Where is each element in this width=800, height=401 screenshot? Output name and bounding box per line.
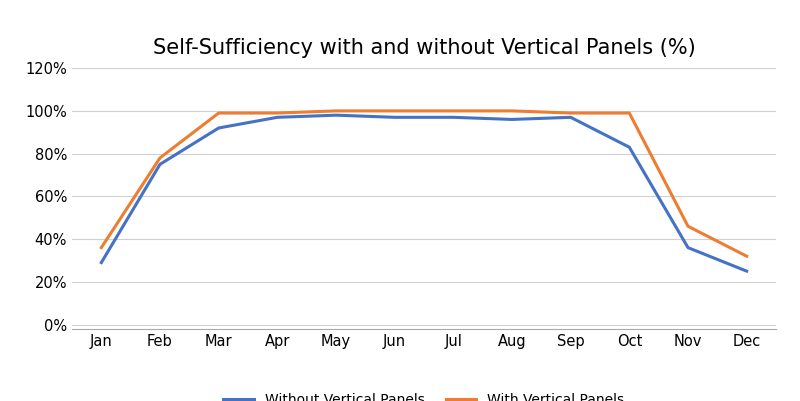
Without Vertical Panels (625, 145, 634, 150)
Title: Self-Sufficiency with and without Vertical Panels (%): Self-Sufficiency with and without Vertic… (153, 38, 695, 58)
With Vertical Panels (683, 224, 693, 229)
Legend: Without Vertical Panels, With Vertical Panels: Without Vertical Panels, With Vertical P… (223, 393, 625, 401)
Without Vertical Panels (507, 117, 517, 122)
With Vertical Panels (214, 111, 223, 115)
Without Vertical Panels (742, 269, 751, 273)
Without Vertical Panels (331, 113, 341, 117)
With Vertical Panels (566, 111, 575, 115)
Without Vertical Panels (390, 115, 399, 120)
Without Vertical Panels (683, 245, 693, 250)
Line: With Vertical Panels: With Vertical Panels (102, 111, 746, 256)
With Vertical Panels (449, 109, 458, 113)
Without Vertical Panels (449, 115, 458, 120)
With Vertical Panels (97, 245, 106, 250)
Without Vertical Panels (214, 126, 223, 130)
Line: Without Vertical Panels: Without Vertical Panels (102, 115, 746, 271)
With Vertical Panels (507, 109, 517, 113)
With Vertical Panels (155, 156, 165, 160)
With Vertical Panels (390, 109, 399, 113)
With Vertical Panels (273, 111, 282, 115)
With Vertical Panels (331, 109, 341, 113)
Without Vertical Panels (155, 162, 165, 167)
With Vertical Panels (742, 254, 751, 259)
With Vertical Panels (625, 111, 634, 115)
Without Vertical Panels (273, 115, 282, 120)
Without Vertical Panels (566, 115, 575, 120)
Without Vertical Panels (97, 260, 106, 265)
